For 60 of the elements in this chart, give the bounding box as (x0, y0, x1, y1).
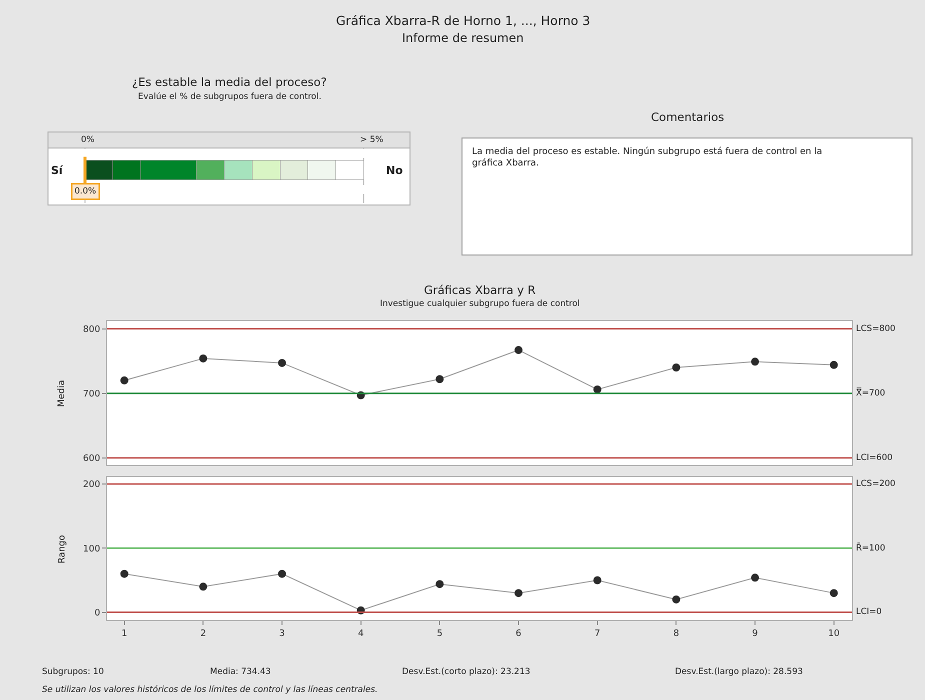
text: Desv.Est.(largo plazo): 28.593 (675, 667, 803, 677)
x-tick-label: 7 (594, 628, 600, 639)
y-tick-label: 100 (83, 544, 100, 554)
x-tick-label: 5 (436, 628, 443, 639)
point (120, 570, 128, 578)
ref-line-label: R̄=100 (856, 542, 886, 554)
x-tick-label: 10 (828, 628, 840, 639)
text: Gráfica Xbarra-R de Horno 1, ..., Horno 3 (336, 13, 590, 28)
point (672, 363, 680, 372)
point (120, 376, 128, 384)
point (199, 582, 208, 591)
chart-subtitle: Evalúe el % de subgrupos fuera de control. (138, 92, 322, 102)
point (830, 360, 838, 369)
point (751, 574, 760, 582)
text: Se utilizan los valores históricos de los límites de control y las líneas centrales. (42, 685, 378, 695)
text: Media: 734.43 (210, 667, 271, 677)
point (199, 354, 208, 362)
y-axis-title: Media (57, 380, 67, 407)
text: Sí (51, 164, 64, 177)
point (830, 589, 838, 598)
y-tick-label: 200 (83, 480, 100, 490)
point (514, 346, 523, 354)
x-tick-label: 6 (516, 628, 522, 639)
x-tick-label: 9 (752, 628, 758, 639)
ref-line-label: 0.0% (74, 186, 96, 196)
x-tick-label: 1 (121, 628, 128, 639)
text: Subgrupos: 10 (42, 667, 104, 677)
text: Desv.Est.(corto plazo): 23.213 (402, 667, 530, 677)
text: Informe de resumen (402, 31, 524, 45)
y-axis-title: Rango (58, 534, 68, 564)
chart-title: ¿Es estable la media del proceso? (132, 75, 327, 89)
x-tick-label: 4 (358, 628, 364, 639)
ref-line-label: LCI=600 (856, 453, 893, 463)
ref-line-label: LCI=0 (856, 607, 882, 617)
chart-title: Gráficas Xbarra y R (424, 283, 536, 297)
ref-line-label: X̿=700 (856, 387, 886, 399)
point (278, 570, 286, 578)
point (593, 385, 602, 394)
ref-line-label: LCS=800 (856, 324, 896, 334)
y-tick-label: 800 (83, 324, 100, 335)
x-tick-label: 3 (279, 628, 285, 639)
x-tick-label: 2 (200, 628, 206, 639)
point (672, 595, 680, 604)
y-tick-label: 0 (94, 608, 100, 618)
text: > 5% (360, 135, 384, 145)
point (514, 589, 523, 598)
text: No (386, 164, 404, 177)
text: Comentarios (651, 110, 724, 124)
text: La media del proceso es estable. Ningún subgrupo está fuera de control en la gráfica Xbarra. (472, 146, 822, 169)
chart-subtitle: Investigue cualquier subgrupo fuera de control (380, 299, 580, 309)
x-tick-label: 8 (673, 628, 680, 639)
point (436, 375, 444, 384)
y-tick-label: 700 (83, 389, 100, 400)
point (278, 358, 286, 367)
point (436, 580, 444, 588)
ref-line-label: LCS=200 (856, 479, 896, 489)
point (593, 576, 602, 584)
y-tick-label: 600 (83, 454, 100, 464)
ref-line-label: 0% (81, 135, 94, 145)
point (751, 358, 760, 366)
